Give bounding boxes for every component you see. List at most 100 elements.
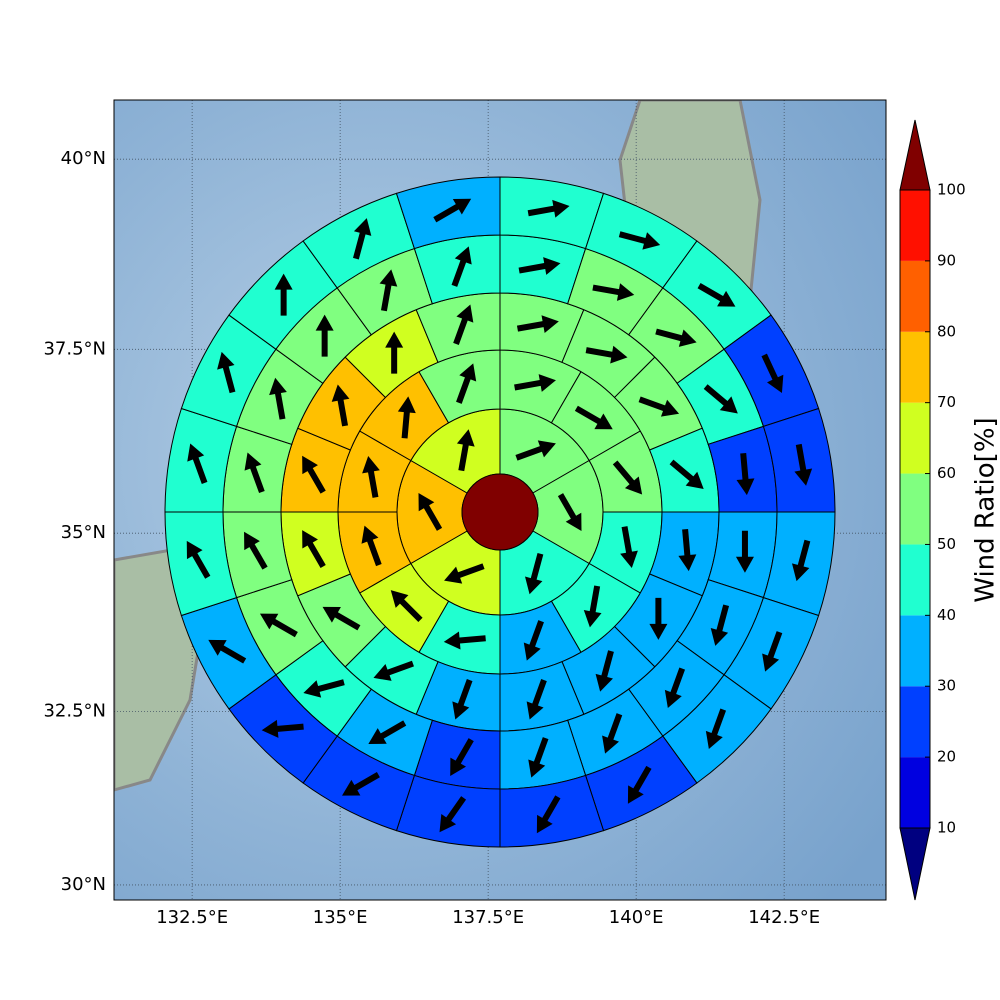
wind-arrow [664, 667, 686, 709]
wind-arrow [187, 443, 208, 484]
colorbar-band [900, 260, 930, 332]
wind-arrow [342, 772, 380, 796]
wind-arrow [361, 525, 382, 567]
wind-arrow [373, 660, 414, 681]
wind-arrow [678, 528, 697, 572]
wind-arrow [526, 679, 547, 720]
wind-arrow [585, 345, 628, 364]
wind-arrow [612, 460, 643, 495]
colorbar-extend [899, 119, 931, 191]
wind-arrow [592, 283, 635, 301]
wind-arrow [379, 269, 398, 312]
colorbar-tick-label: 30 [937, 677, 956, 695]
wind-arrow [385, 331, 404, 374]
wind-arrow [322, 606, 361, 631]
colorbar-tick-label: 20 [937, 748, 956, 766]
wind-arrow [456, 363, 477, 404]
wind-arrow [528, 737, 549, 778]
wind-arrow [217, 351, 236, 394]
wind-arrow [444, 563, 485, 584]
colorbar-extend [899, 827, 931, 901]
wind-arrow [703, 384, 738, 414]
wind-arrow [655, 328, 697, 347]
wind-arrow [274, 273, 293, 316]
x-tick-label: 140°E [609, 907, 664, 928]
wind-arrow [697, 283, 736, 307]
wind-arrow [397, 396, 416, 439]
colorbar-tick-label: 70 [937, 393, 956, 411]
wind-arrow [536, 795, 561, 834]
wind-arrow [518, 257, 561, 275]
x-tick-label: 135°E [313, 907, 368, 928]
wind-arrow [710, 604, 730, 646]
wind-arrow [353, 218, 372, 260]
wind-arrow [186, 540, 211, 579]
wind-arrow [302, 530, 326, 568]
wind-arrow [627, 765, 652, 804]
wind-arrow [418, 492, 443, 531]
colorbar-frame [899, 189, 931, 829]
wind-arrow [315, 314, 334, 357]
wind-arrow [259, 613, 298, 638]
y-tick-label: 35°N [61, 522, 106, 543]
wind-arrow [794, 443, 813, 486]
wind-arrow [574, 405, 613, 430]
wind-arrow [362, 456, 380, 498]
colorbar-band [900, 615, 930, 687]
wind-arrow [244, 452, 265, 494]
wind-arrow [595, 650, 614, 692]
wind-arrow [515, 440, 556, 461]
wind-arrow [620, 526, 638, 568]
colorbar-tick-label: 100 [937, 181, 966, 199]
wind-arrow [514, 374, 556, 392]
wind-arrow [762, 631, 783, 672]
wind-arrow [669, 459, 704, 489]
wind-arrow [791, 539, 811, 582]
x-tick-label: 132.5°E [156, 907, 228, 928]
colorbar-label: Wind Ratio[%] [971, 417, 1000, 602]
wind-arrow [583, 585, 602, 628]
colorbar-tick-label: 60 [937, 464, 956, 482]
wind-arrow [527, 199, 570, 218]
colorbar-band [900, 686, 930, 758]
wind-arrow [761, 353, 784, 394]
wind-arrow [450, 738, 474, 776]
wind-arrow [602, 713, 623, 754]
wind-arrow [618, 231, 661, 250]
wind-arrow [456, 429, 475, 472]
colorbar-tick-label: 80 [937, 322, 956, 340]
wind-arrow [439, 796, 467, 833]
x-tick-label: 137.5°E [452, 907, 524, 928]
wind-arrow [331, 384, 350, 427]
wind-arrow [303, 679, 345, 698]
wind-arrow [390, 590, 423, 622]
wind-arrow [557, 493, 582, 532]
wind-arrow [705, 708, 727, 750]
wind-arrow [244, 531, 268, 570]
wind-arrow [523, 620, 544, 661]
wind-arrow [516, 315, 559, 333]
colorbar-tick-label: 40 [937, 606, 956, 624]
plot-frame [113, 99, 887, 901]
y-tick-label: 40°N [61, 148, 106, 169]
wind-arrow [452, 679, 473, 720]
wind-arrow [433, 198, 472, 223]
wind-arrow [368, 720, 407, 744]
wind-arrow [443, 631, 486, 650]
y-tick-label: 30°N [61, 874, 106, 895]
wind-arrow [269, 377, 287, 420]
colorbar-band [900, 402, 930, 474]
wind-arrow [261, 719, 304, 738]
wind-arrow [453, 304, 474, 345]
wind-arrow [735, 530, 754, 573]
colorbar-tick-label: 50 [937, 535, 956, 553]
colorbar-band [900, 190, 930, 261]
colorbar-band [900, 757, 930, 828]
wind-arrow [451, 246, 472, 287]
wind-arrow [736, 453, 755, 496]
wind-arrow [649, 597, 668, 640]
x-tick-label: 142.5°E [748, 907, 820, 928]
wind-arrow [208, 639, 247, 664]
center [461, 473, 539, 551]
